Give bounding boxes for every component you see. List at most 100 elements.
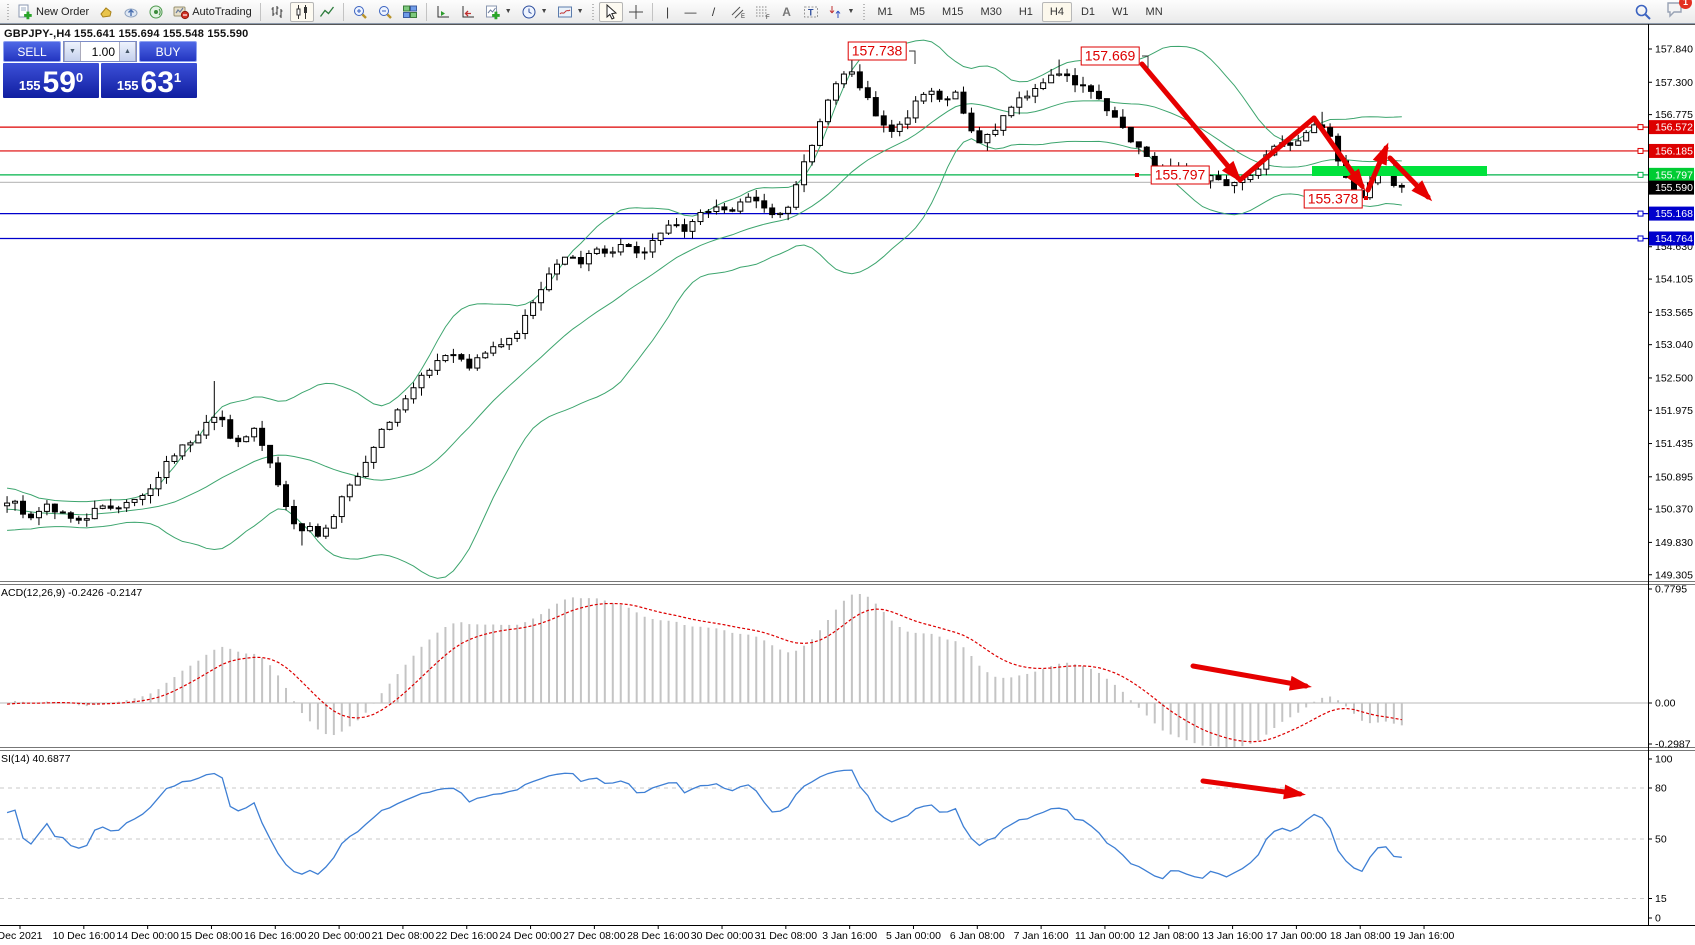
timeframe-m5[interactable]: M5 [909, 5, 926, 18]
new-order-button[interactable]: New Order [13, 2, 93, 22]
text-button[interactable]: A [776, 2, 798, 22]
svg-text:-0.2987: -0.2987 [1655, 739, 1691, 751]
svg-text:153.040: 153.040 [1655, 339, 1693, 351]
chart-frame [0, 24, 1695, 926]
toolbar-grip[interactable] [5, 3, 10, 20]
price-label-155.590[interactable] [1649, 180, 1694, 195]
indicators-icon [485, 5, 500, 19]
cursor-button[interactable] [598, 1, 623, 22]
toolbar-separator [342, 2, 344, 21]
candlesticks [4, 55, 1405, 546]
svg-text:156.572: 156.572 [1655, 122, 1693, 134]
line-chart-button[interactable] [315, 2, 339, 22]
bar-chart-button[interactable] [265, 2, 289, 22]
periods-button[interactable]: ▼ [517, 2, 552, 22]
timeframe-m30[interactable]: M30 [980, 5, 1002, 18]
text-label-icon: T [803, 6, 818, 17]
channel-button[interactable]: E [726, 2, 750, 22]
sell-price-sup: 0 [75, 70, 84, 85]
volume-increase-button[interactable]: ▲ [119, 42, 136, 61]
time-axis[interactable]: Dec 2021 10 Dec 16:00 14 Dec 00:00 15 Dec 0… [0, 926, 1455, 942]
zoom-in-button[interactable] [348, 2, 372, 22]
timeframe-h1[interactable]: H1 [1018, 5, 1033, 18]
sell-price-prefix: 155 [18, 78, 41, 93]
toolbar-grip[interactable] [861, 3, 867, 20]
sell-price-big: 59 [42, 66, 76, 99]
templates-button[interactable]: ▼ [553, 2, 588, 22]
new-order-icon [18, 4, 32, 19]
svg-text:150.370: 150.370 [1655, 504, 1693, 516]
horizontal-line-button[interactable]: — [680, 2, 702, 22]
indicators-button[interactable]: ▼ [481, 2, 516, 22]
volume-input[interactable] [81, 42, 119, 61]
search-icon[interactable] [1634, 3, 1652, 21]
horizontal-line-icon: — [684, 4, 697, 19]
price-label-156.185[interactable] [1649, 143, 1694, 158]
volume-decrease-button[interactable]: ▼ [64, 42, 81, 61]
time-label: 16 Dec 16:00 [244, 930, 307, 942]
timeframe-mn[interactable]: MN [1145, 5, 1163, 18]
chart-shift-icon [462, 5, 474, 17]
annotation-arrows[interactable] [909, 50, 1433, 800]
crosshair-button[interactable] [624, 2, 648, 22]
notifications-button[interactable]: 1 [1666, 0, 1692, 23]
svg-text:153.565: 153.565 [1655, 307, 1693, 319]
sell-button[interactable]: SELL [3, 41, 61, 62]
buy-button[interactable]: BUY [139, 41, 197, 62]
time-label: 14 Dec 00:00 [116, 930, 179, 942]
signals-button[interactable] [144, 2, 168, 22]
arrow-objects-button[interactable]: ▼ [824, 2, 859, 22]
svg-text:155.797: 155.797 [1655, 169, 1693, 181]
price-label-154.764[interactable] [1649, 231, 1694, 246]
fibonacci-button[interactable]: F [751, 2, 775, 22]
vertical-line-icon: | [665, 4, 670, 19]
auto-scroll-button[interactable] [431, 2, 455, 22]
timeframe-d1[interactable]: D1 [1080, 5, 1096, 18]
price-label-156.572[interactable] [1649, 120, 1694, 135]
macd-signal-line [7, 602, 1402, 743]
price-label-155.168[interactable] [1649, 206, 1694, 221]
autotrading-label: AutoTrading [192, 5, 252, 18]
main-toolbar: New Order AutoTrading [0, 0, 1695, 24]
candlestick-chart-button[interactable] [289, 1, 314, 22]
timeframe-w1[interactable]: W1 [1112, 5, 1129, 18]
time-label: 31 Dec 08:00 [755, 930, 818, 942]
publish-button[interactable] [119, 2, 143, 22]
chart-shift-button[interactable] [456, 2, 480, 22]
notification-badge: 1 [1679, 0, 1692, 9]
vertical-line-button[interactable]: | [657, 2, 679, 22]
toolbar-separator [425, 2, 427, 21]
candlestick-chart-icon [296, 4, 307, 19]
autotrading-button[interactable]: AutoTrading [169, 2, 256, 22]
tile-windows-button[interactable] [398, 2, 422, 22]
time-label: 22 Dec 16:00 [436, 930, 499, 942]
templates-icon [557, 6, 572, 17]
timeframe-m1[interactable]: M1 [877, 5, 893, 18]
rsi-pane [0, 769, 1648, 899]
trendline-button[interactable]: / [703, 2, 725, 22]
buy-price[interactable]: 155 63 1 [101, 63, 197, 98]
chart-profile-button[interactable] [94, 2, 118, 22]
text-label-button[interactable]: T [799, 2, 823, 22]
svg-text:152.500: 152.500 [1655, 372, 1693, 384]
buy-price-prefix: 155 [116, 78, 139, 93]
price-level-lines[interactable] [0, 126, 1648, 240]
price-label-155.797[interactable] [1649, 167, 1694, 182]
timeframe-h4[interactable]: H4 [1041, 1, 1072, 22]
time-label: 5 Jan 00:00 [886, 930, 941, 942]
time-label: 15 Dec 08:00 [180, 930, 243, 942]
arrow-objects-icon [829, 5, 840, 18]
time-label: 18 Jan 08:00 [1330, 930, 1391, 942]
sell-price[interactable]: 155 59 0 [3, 63, 99, 98]
zoom-out-button[interactable] [373, 2, 397, 22]
price-axis[interactable]: 157.840157.300156.775154.630154.105153.5… [1637, 44, 1694, 925]
svg-text:151.435: 151.435 [1655, 438, 1693, 450]
svg-text:150.895: 150.895 [1655, 471, 1693, 483]
svg-text:T: T [808, 7, 814, 17]
timeframe-m15[interactable]: M15 [942, 5, 964, 18]
svg-text:157.840: 157.840 [1655, 44, 1693, 56]
toolbar-grip[interactable] [590, 3, 596, 20]
time-label: 7 Jan 16:00 [1014, 930, 1069, 942]
